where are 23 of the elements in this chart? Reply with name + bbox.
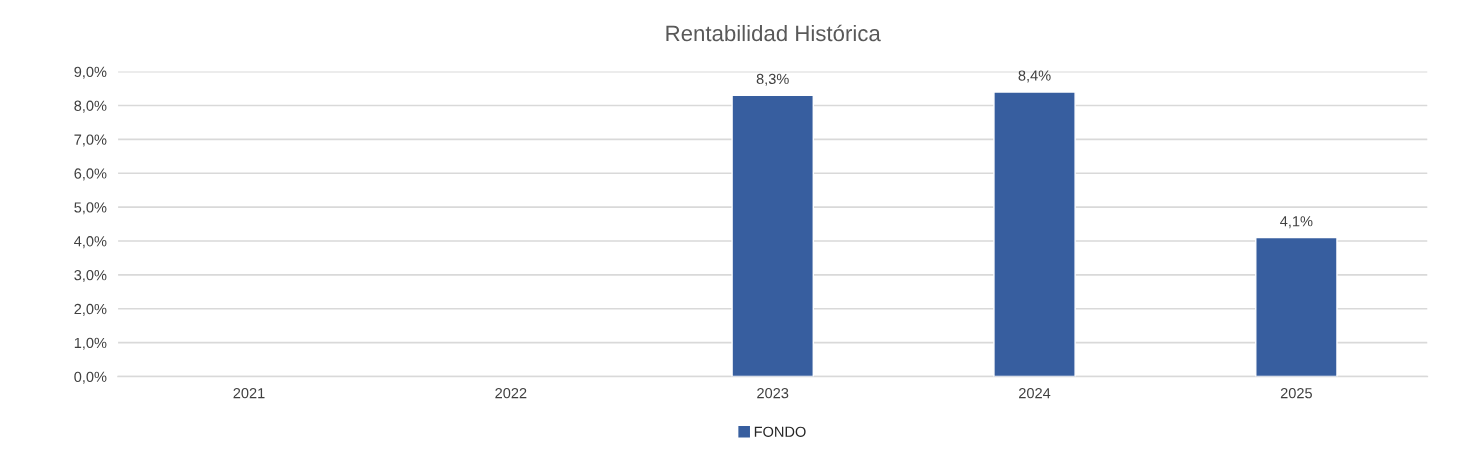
data-label: 4,1%	[1280, 216, 1313, 229]
x-tick-label: 2023	[757, 388, 789, 399]
y-tick-label: 9,0%	[74, 66, 107, 79]
y-tick-label: 3,0%	[74, 269, 107, 283]
y-tick-label: 8,0%	[74, 100, 107, 113]
bar	[993, 91, 1076, 377]
x-tick-label: 2025	[1280, 388, 1312, 399]
bar	[1255, 236, 1338, 377]
x-tick-label: 2021	[233, 388, 265, 399]
data-label: 8,4%	[1018, 70, 1051, 83]
y-tick-label: 6,0%	[74, 168, 107, 181]
y-tick-label: 1,0%	[74, 337, 107, 350]
y-tick-label: 4,0%	[74, 236, 107, 249]
legend-label: FONDO	[754, 426, 806, 437]
y-tick-label: 2,0%	[74, 303, 107, 316]
y-tick-label: 0,0%	[74, 371, 107, 384]
y-tick-label: 7,0%	[74, 134, 107, 147]
data-label: 8,3%	[756, 73, 789, 86]
y-tick-label: 5,0%	[74, 202, 107, 215]
bar	[731, 94, 814, 377]
x-tick-label: 2024	[1019, 388, 1051, 399]
chart-title: Rentabilidad Histórica	[666, 24, 881, 42]
x-tick-label: 2022	[495, 388, 527, 399]
